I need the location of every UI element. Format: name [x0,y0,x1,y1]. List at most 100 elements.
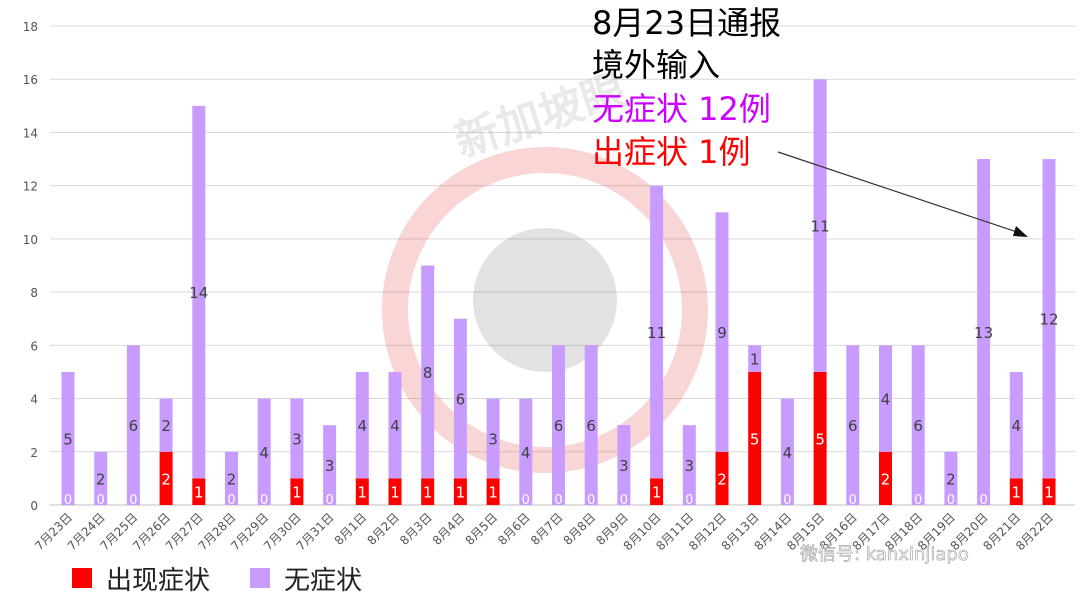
bar-asymptomatic [977,159,991,506]
bar-asymptomatic [748,345,762,372]
data-label-symptomatic: 1 [423,484,433,502]
legend-symptomatic: 出现症状 [72,560,210,596]
x-tick-label: 8月2日 [364,510,402,548]
legend-swatch-asymptomatic [250,568,270,588]
data-label-asymptomatic: 6 [456,391,466,409]
data-label-asymptomatic: 4 [358,417,368,435]
data-label-asymptomatic: 11 [811,218,830,236]
data-label-asymptomatic: 4 [881,391,891,409]
bar-symptomatic [453,478,467,505]
data-label-asymptomatic: 3 [325,457,335,475]
legend-label-asymptomatic: 无症状 [284,565,363,596]
arrow-head [1013,226,1028,237]
data-label-asymptomatic: 4 [521,444,531,462]
bar-symptomatic [813,371,827,505]
bar-symptomatic [192,478,206,505]
data-label-asymptomatic: 3 [619,457,629,475]
data-label-symptomatic: 2 [881,470,891,488]
data-label-symptomatic: 0 [325,493,333,508]
data-label-asymptomatic: 4 [783,444,793,462]
y-tick-label: 8 [30,286,38,300]
bar-asymptomatic [225,451,238,505]
bar-asymptomatic [584,345,598,505]
y-tick-label: 0 [30,499,38,513]
bar-asymptomatic [780,398,794,505]
y-tick-label: 4 [30,393,38,407]
bar-asymptomatic [650,185,664,479]
data-label-symptomatic: 5 [750,430,760,448]
data-label-symptomatic: 0 [947,493,955,508]
data-label-asymptomatic: 9 [717,324,727,342]
bar-symptomatic [1042,478,1056,505]
data-label-symptomatic: 1 [292,484,302,502]
data-label-symptomatic: 1 [358,484,368,502]
x-tick-label: 8月7日 [528,510,566,548]
watermark-logo: 新加坡眼 [382,65,708,473]
data-label-asymptomatic: 4 [1012,417,1022,435]
bar-symptomatic [748,371,762,505]
data-label-asymptomatic: 6 [586,417,596,435]
bars: 5020602214120403130414181613140606030111… [61,79,1059,508]
bar-asymptomatic [519,398,533,505]
bar-asymptomatic [911,345,925,505]
data-label-asymptomatic: 2 [946,470,956,488]
bar-symptomatic [159,451,173,505]
bar-asymptomatic [715,212,729,452]
data-label-symptomatic: 2 [161,470,171,488]
data-label-symptomatic: 0 [64,493,72,508]
data-label-asymptomatic: 6 [848,417,858,435]
data-label-asymptomatic: 4 [390,417,400,435]
data-label-asymptomatic: 2 [96,470,106,488]
data-label-symptomatic: 1 [652,484,662,502]
bar-symptomatic [879,451,892,505]
data-label-asymptomatic: 3 [292,430,302,448]
y-tick-labels: 0 2 4 6 8 10 12 14 16 18 [23,20,38,513]
data-label-asymptomatic: 1 [750,351,760,369]
annotation-arrow: 微信号: kanxinjiapo [777,151,1028,565]
bar-asymptomatic [421,265,435,479]
data-label-symptomatic: 1 [1044,484,1054,502]
x-tick-label: 8月5日 [463,510,501,548]
data-label-symptomatic: 0 [587,493,595,508]
watermark-ring [382,147,708,473]
data-label-symptomatic: 0 [914,493,922,508]
data-label-symptomatic: 1 [1012,484,1022,502]
x-tick-label: 8月6日 [495,510,533,548]
annotation-date: 8月23日通报 [592,4,782,42]
data-label-symptomatic: 0 [129,493,137,508]
bar-symptomatic [355,478,369,505]
annotation-imported: 境外输入 [592,46,721,84]
y-tick-label: 16 [23,73,38,87]
data-label-asymptomatic: 14 [189,284,208,302]
bar-asymptomatic [257,398,271,505]
data-label-asymptomatic: 5 [63,430,73,448]
bar-asymptomatic [879,345,892,452]
footer-watermark: 微信号: kanxinjiapo [800,544,969,565]
y-tick-label: 12 [23,180,38,194]
data-label-symptomatic: 1 [194,484,204,502]
legend-swatch-symptomatic [72,568,92,588]
bar-asymptomatic [94,451,108,505]
data-label-symptomatic: 1 [488,484,498,502]
bar-asymptomatic [813,79,827,372]
data-label-asymptomatic: 2 [227,470,237,488]
data-label-asymptomatic: 13 [974,324,993,342]
data-label-symptomatic: 0 [783,493,791,508]
data-label-symptomatic: 0 [554,493,562,508]
bar-asymptomatic [290,398,304,479]
bar-asymptomatic [192,105,206,479]
data-label-symptomatic: 0 [227,493,235,508]
data-label-symptomatic: 0 [260,493,268,508]
bar-asymptomatic [1009,371,1023,479]
y-tick-label: 18 [23,20,38,34]
bar-asymptomatic [552,345,565,505]
data-label-asymptomatic: 2 [161,417,171,435]
data-label-symptomatic: 0 [849,493,857,508]
bar-symptomatic [486,478,500,505]
x-tick-label: 8月1日 [332,510,370,548]
data-label-symptomatic: 0 [685,493,693,508]
data-label-asymptomatic: 4 [259,444,269,462]
x-tick-label: 8月3日 [397,510,435,548]
data-label-asymptomatic: 3 [488,430,498,448]
